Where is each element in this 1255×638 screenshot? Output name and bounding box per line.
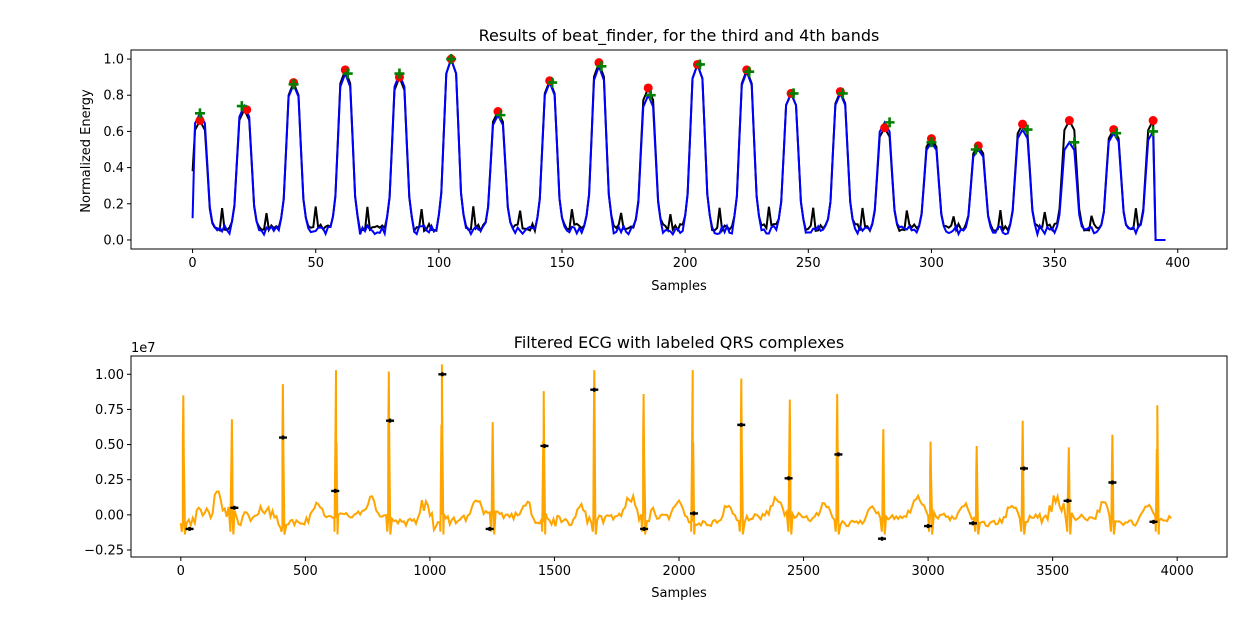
qrs-label-marker	[331, 488, 340, 493]
bottom-y-offset-text: 1e7	[131, 341, 156, 356]
red-beat-marker	[242, 105, 252, 115]
qrs-label-marker	[737, 422, 746, 427]
qrs-label-marker	[230, 505, 239, 510]
0-y-tick-label: 0.2	[103, 197, 124, 212]
0-y-tick-label: 0.4	[103, 161, 124, 176]
1-x-tick-label: 1500	[538, 564, 571, 579]
qrs-label-marker	[590, 387, 599, 392]
bottom-chart-title: Filtered ECG with labeled QRS complexes	[514, 333, 844, 352]
top-y-axis-label: Normalized Energy	[79, 89, 94, 213]
green-beat-marker	[495, 110, 506, 121]
bottom-axes: Filtered ECG with labeled QRS complexes …	[84, 333, 1228, 601]
0-y-tick-label: 1.0	[103, 53, 124, 68]
qrs-label-marker	[689, 511, 698, 516]
red-beat-marker	[195, 116, 205, 126]
0-x-tick-label: 250	[796, 256, 821, 271]
0-y-tick-label: 0.6	[103, 125, 124, 140]
top-axes: Results of beat_finder, for the third an…	[79, 26, 1228, 294]
bottom-x-axis-label: Samples	[651, 586, 707, 601]
top-plot-frame	[130, 49, 1228, 250]
green-beat-marker	[1022, 124, 1033, 135]
qrs-label-marker	[278, 435, 287, 440]
qrs-label-marker	[784, 476, 793, 481]
qrs-label-marker	[1108, 480, 1117, 485]
top-x-axis-label: Samples	[651, 279, 707, 294]
red-beat-marker	[1018, 119, 1028, 129]
green-beat-marker	[446, 54, 457, 65]
green-beat-marker	[744, 66, 755, 77]
1-x-tick-label: 2500	[787, 564, 820, 579]
qrs-label-marker	[1063, 498, 1072, 503]
0-x-tick-label: 100	[426, 256, 451, 271]
qrs-label-marker	[1149, 519, 1158, 524]
0-x-tick-label: 150	[550, 256, 575, 271]
series-blue-energy-line	[191, 55, 1166, 241]
green-beat-marker	[342, 68, 353, 79]
green-beat-marker	[1148, 126, 1159, 137]
1-x-tick-label: 3000	[912, 564, 945, 579]
0-x-tick-label: 0	[188, 256, 196, 271]
0-y-tick-label: 0.8	[103, 89, 124, 104]
0-x-tick-label: 350	[1042, 256, 1067, 271]
1-y-tick-label: −0.25	[84, 543, 124, 558]
bottom-plot-frame	[130, 355, 1228, 558]
green-beat-marker	[1069, 137, 1080, 148]
green-beat-marker	[884, 117, 895, 128]
1-x-tick-label: 4000	[1161, 564, 1194, 579]
qrs-label-marker	[834, 452, 843, 457]
qrs-label-marker	[924, 524, 933, 529]
1-y-tick-label: 1.00	[95, 368, 124, 383]
0-x-tick-label: 200	[673, 256, 698, 271]
1-x-tick-label: 0	[177, 564, 185, 579]
qrs-label-marker	[485, 526, 494, 531]
qrs-label-marker	[540, 443, 549, 448]
filtered-ecg-line	[179, 364, 1172, 535]
qrs-label-marker	[878, 536, 887, 541]
1-x-tick-label: 3500	[1036, 564, 1069, 579]
green-beat-marker	[970, 144, 981, 155]
red-beat-marker	[1148, 116, 1158, 126]
green-beat-marker	[645, 90, 656, 101]
green-beat-marker	[788, 88, 799, 99]
1-x-tick-label: 2000	[662, 564, 695, 579]
green-beat-marker	[288, 79, 299, 90]
green-beat-marker	[694, 59, 705, 70]
0-x-tick-label: 400	[1165, 256, 1190, 271]
1-y-tick-label: 0.00	[95, 508, 124, 523]
green-beat-marker	[596, 61, 607, 72]
green-beat-marker	[837, 88, 848, 99]
green-beat-marker	[394, 68, 405, 79]
1-x-tick-label: 500	[293, 564, 318, 579]
qrs-label-marker	[438, 372, 447, 377]
red-beat-marker	[880, 123, 890, 133]
green-beat-marker	[236, 101, 247, 112]
1-y-tick-label: 0.50	[95, 438, 124, 453]
1-x-tick-label: 1000	[413, 564, 446, 579]
green-beat-marker	[1111, 128, 1122, 139]
green-beat-marker	[926, 137, 937, 148]
qrs-label-marker	[640, 526, 649, 531]
0-y-tick-label: 0.0	[103, 233, 124, 248]
green-beat-marker	[194, 108, 205, 119]
1-y-tick-label: 0.25	[95, 473, 124, 488]
top-chart-title: Results of beat_finder, for the third an…	[479, 26, 880, 46]
qrs-label-marker	[386, 418, 395, 423]
1-y-tick-label: 0.75	[95, 403, 124, 418]
0-x-tick-label: 50	[307, 256, 324, 271]
0-x-tick-label: 300	[919, 256, 944, 271]
green-beat-marker	[547, 77, 558, 88]
qrs-label-marker	[1019, 466, 1028, 471]
qrs-label-marker	[185, 526, 194, 531]
qrs-label-marker	[968, 521, 977, 526]
red-beat-marker	[1064, 116, 1074, 126]
